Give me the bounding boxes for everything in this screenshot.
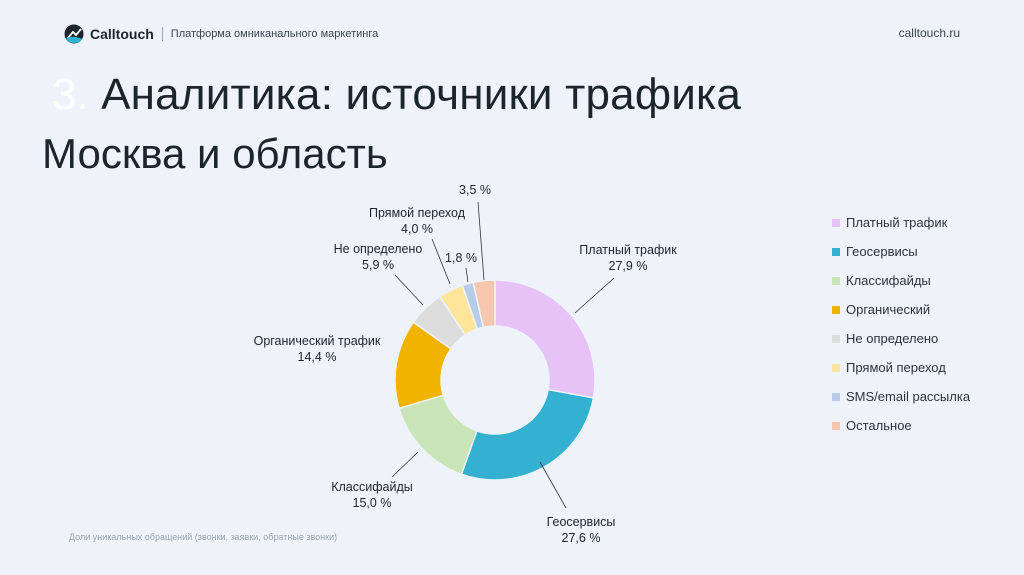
header: Calltouch Платформа омниканального марке… <box>64 22 378 46</box>
legend-swatch <box>832 363 840 372</box>
leader-line-3 <box>391 451 419 478</box>
legend-label: Геосервисы <box>846 244 918 259</box>
legend-label: Платный трафик <box>846 215 948 230</box>
legend-item: Платный трафик <box>832 208 970 237</box>
legend-item: Прямой переход <box>832 353 970 382</box>
value-label-5: 5,9 % <box>362 258 394 272</box>
legend-swatch <box>832 305 840 314</box>
page-subtitle: Москва и область <box>42 130 388 177</box>
value-label-2: 27,6 % <box>562 531 601 545</box>
legend-swatch <box>832 392 840 401</box>
value-label-7: 1,8 % <box>445 251 477 265</box>
legend-item: Не определено <box>832 324 970 353</box>
legend-item: Остальное <box>832 411 970 440</box>
legend-item: SMS/email рассылка <box>832 382 970 411</box>
calltouch-logo-icon <box>64 24 84 44</box>
brand-name: Calltouch <box>90 26 154 42</box>
value-label-1: 27,9 % <box>609 259 648 273</box>
legend-label: Классифайды <box>846 273 931 288</box>
page-title: 3. Аналитика: источники трафика <box>52 70 741 120</box>
legend-label: Органический <box>846 302 931 317</box>
legend-label: SMS/email рассылка <box>846 389 971 404</box>
tagline: Платформа омниканального маркетинга <box>170 28 379 40</box>
legend-label: Не определено <box>846 331 939 346</box>
header-divider <box>161 27 163 41</box>
slice-label-3: Классифайды <box>331 480 413 494</box>
leader-line-2 <box>539 461 567 509</box>
legend-item: Органический <box>832 295 970 324</box>
pie-slice-1 <box>494 279 596 399</box>
leader-line-8 <box>477 201 485 281</box>
slice-label-4: Органический трафик <box>254 334 381 348</box>
value-label-8: 3,5 % <box>459 183 491 197</box>
pie-slice-8 <box>472 279 496 329</box>
footnote: Доли уникальных обращений (звонки, заявк… <box>69 532 338 542</box>
leader-line-5 <box>394 274 424 306</box>
leader-line-1 <box>574 277 615 314</box>
value-label-6: 4,0 % <box>401 222 433 236</box>
leader-line-7 <box>465 267 469 283</box>
legend-label: Прямой переход <box>846 360 946 375</box>
legend-swatch <box>832 421 840 430</box>
pie-slice-3 <box>398 394 478 476</box>
slice-label-6: Прямой переход <box>369 206 466 220</box>
slice-label-5: Не определено <box>334 242 423 256</box>
value-label-4: 14,4 % <box>298 350 337 364</box>
slice-label-2: Геосервисы <box>547 515 616 529</box>
title-number: 3. <box>52 70 90 119</box>
legend-label: Остальное <box>846 418 912 433</box>
slice-label-1: Платный трафик <box>579 243 677 257</box>
pie-slice-2 <box>460 388 595 481</box>
leader-line-6 <box>431 238 451 285</box>
chart-legend: Платный трафик Геосервисы Классифайды Орган… <box>832 208 970 440</box>
legend-swatch <box>832 218 840 227</box>
legend-swatch <box>832 276 840 285</box>
legend-item: Классифайды <box>832 266 970 295</box>
value-label-3: 15,0 % <box>353 496 392 510</box>
legend-swatch <box>832 247 840 256</box>
site-link[interactable]: calltouch.ru <box>898 26 960 40</box>
legend-swatch <box>832 334 840 343</box>
title-text: Аналитика: источники трафика <box>101 70 742 119</box>
legend-item: Геосервисы <box>832 237 970 266</box>
